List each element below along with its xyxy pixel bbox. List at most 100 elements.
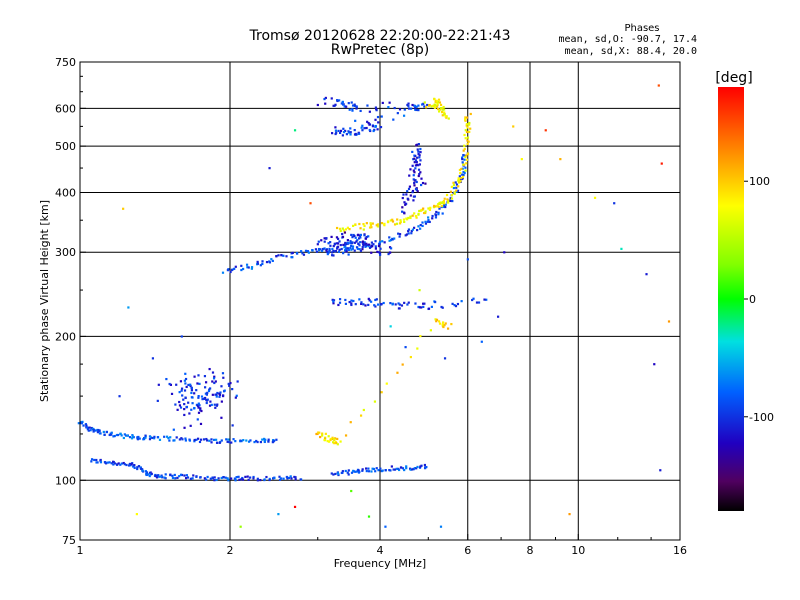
echo-point xyxy=(410,232,413,235)
echo-point xyxy=(131,435,134,438)
echo-point xyxy=(175,383,178,386)
echo-point xyxy=(451,302,454,305)
echo-point xyxy=(423,101,426,104)
echo-point xyxy=(273,476,276,480)
echo-point xyxy=(419,151,422,154)
echo-point xyxy=(199,422,203,426)
echo-point xyxy=(381,469,384,472)
echo-point xyxy=(374,106,377,109)
echo-point xyxy=(345,133,349,136)
echo-point xyxy=(464,116,467,119)
echo-point xyxy=(202,438,206,441)
echo-point xyxy=(436,205,439,208)
echo-point xyxy=(278,478,282,481)
echo-point xyxy=(278,475,281,478)
echo-point xyxy=(415,163,419,166)
echo-point xyxy=(195,389,198,392)
echo-point xyxy=(206,439,209,442)
echo-point xyxy=(210,441,213,444)
echo-point xyxy=(337,473,340,476)
echo-point xyxy=(459,171,462,175)
echo-point xyxy=(441,321,445,324)
echo-point xyxy=(325,248,329,251)
echo-point xyxy=(401,210,404,213)
echo-point xyxy=(443,113,446,116)
echo-point xyxy=(215,478,218,482)
echo-point xyxy=(393,106,396,110)
echo-point xyxy=(424,222,428,225)
echo-point xyxy=(113,434,116,438)
echo-point xyxy=(412,178,415,181)
echo-point xyxy=(433,204,436,208)
echo-point xyxy=(450,194,453,197)
echo-point xyxy=(411,191,414,194)
echo-point xyxy=(275,438,278,441)
echo-point xyxy=(190,396,193,399)
echo-point xyxy=(442,105,445,109)
echo-point xyxy=(403,468,406,472)
echo-point xyxy=(240,439,243,443)
echo-point xyxy=(165,435,169,438)
echo-point xyxy=(452,181,455,184)
echo-point xyxy=(137,465,140,468)
echo-point xyxy=(413,154,416,157)
echo-point xyxy=(341,235,345,239)
echo-point xyxy=(324,102,327,105)
echo-point xyxy=(256,479,259,482)
echo-point xyxy=(436,102,439,105)
echo-point xyxy=(227,478,230,481)
echo-point xyxy=(233,267,236,270)
echo-point xyxy=(371,125,375,128)
echo-point xyxy=(153,435,156,438)
echo-point xyxy=(382,301,385,305)
echo-point xyxy=(461,158,464,161)
echo-point xyxy=(406,303,409,306)
echo-point xyxy=(365,467,368,470)
echo-point xyxy=(338,227,342,230)
echo-point xyxy=(193,375,196,378)
echo-point xyxy=(443,357,447,360)
echo-point xyxy=(416,148,419,151)
echo-point xyxy=(184,477,188,480)
echo-point xyxy=(426,220,429,223)
echo-point xyxy=(130,437,134,440)
echo-point xyxy=(358,470,361,473)
echo-point xyxy=(409,194,412,197)
echo-point xyxy=(419,335,422,338)
echo-point xyxy=(438,201,441,205)
echo-point xyxy=(334,129,338,132)
echo-point xyxy=(120,462,123,465)
echo-point xyxy=(218,395,221,398)
echo-point xyxy=(319,248,322,251)
echo-point xyxy=(188,439,192,442)
echo-point xyxy=(419,171,422,174)
echo-point xyxy=(346,241,349,244)
echo-point xyxy=(199,408,202,412)
echo-point xyxy=(441,323,444,326)
echo-point xyxy=(185,385,188,389)
echo-point xyxy=(437,205,440,208)
echo-point xyxy=(168,382,171,386)
echo-point xyxy=(375,298,378,301)
echo-point xyxy=(420,208,423,212)
echo-points xyxy=(77,84,671,528)
echo-point xyxy=(311,249,314,252)
echo-point xyxy=(423,302,426,305)
echo-point xyxy=(389,251,392,254)
echo-point xyxy=(405,217,408,220)
x-tick-label: 6 xyxy=(464,544,471,557)
echo-point xyxy=(103,433,106,436)
echo-point xyxy=(225,438,228,441)
echo-point xyxy=(206,475,209,479)
echo-point xyxy=(263,478,266,481)
echo-point xyxy=(357,469,360,472)
echo-point xyxy=(265,260,269,264)
echo-point xyxy=(413,157,416,160)
echo-point xyxy=(430,305,433,308)
echo-point xyxy=(332,254,335,257)
echo-point xyxy=(438,322,442,325)
echo-point xyxy=(215,441,219,444)
y-axis-label: Stationary phase Virtual Height [km] xyxy=(38,200,51,402)
echo-point xyxy=(429,206,432,209)
echo-point xyxy=(407,301,410,304)
